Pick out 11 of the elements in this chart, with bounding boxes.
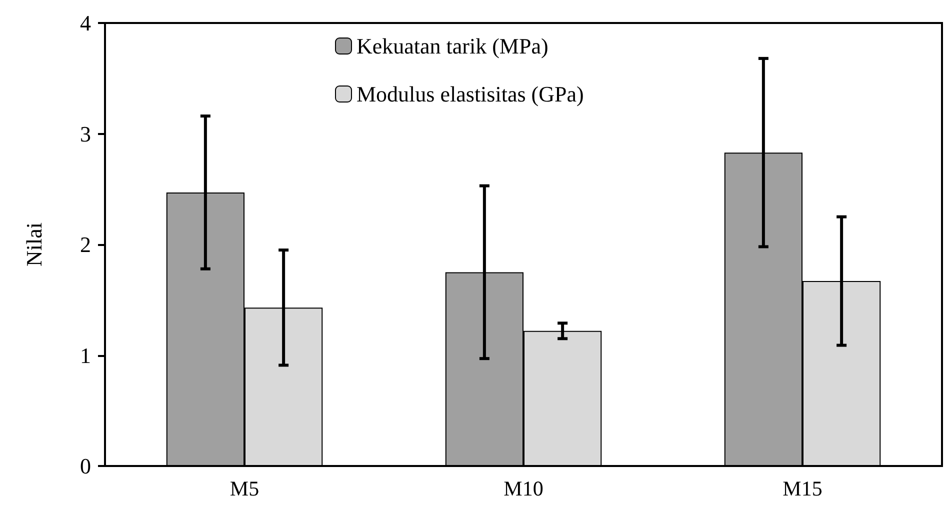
- y-tick-label: 4: [80, 10, 91, 36]
- y-tick-label: 0: [80, 454, 91, 478]
- x-tick-label: M10: [504, 476, 544, 500]
- y-tick-label: 1: [80, 342, 91, 368]
- y-axis-title: Nilai: [22, 222, 46, 266]
- x-tick-label: M5: [230, 476, 260, 500]
- legend-label: Modulus elastisitas (GPa): [356, 82, 584, 106]
- legend-label: Kekuatan tarik (MPa): [356, 34, 548, 58]
- y-tick-label: 2: [80, 232, 91, 257]
- x-tick-label: M15: [782, 476, 822, 500]
- y-tick-label: 3: [80, 121, 91, 146]
